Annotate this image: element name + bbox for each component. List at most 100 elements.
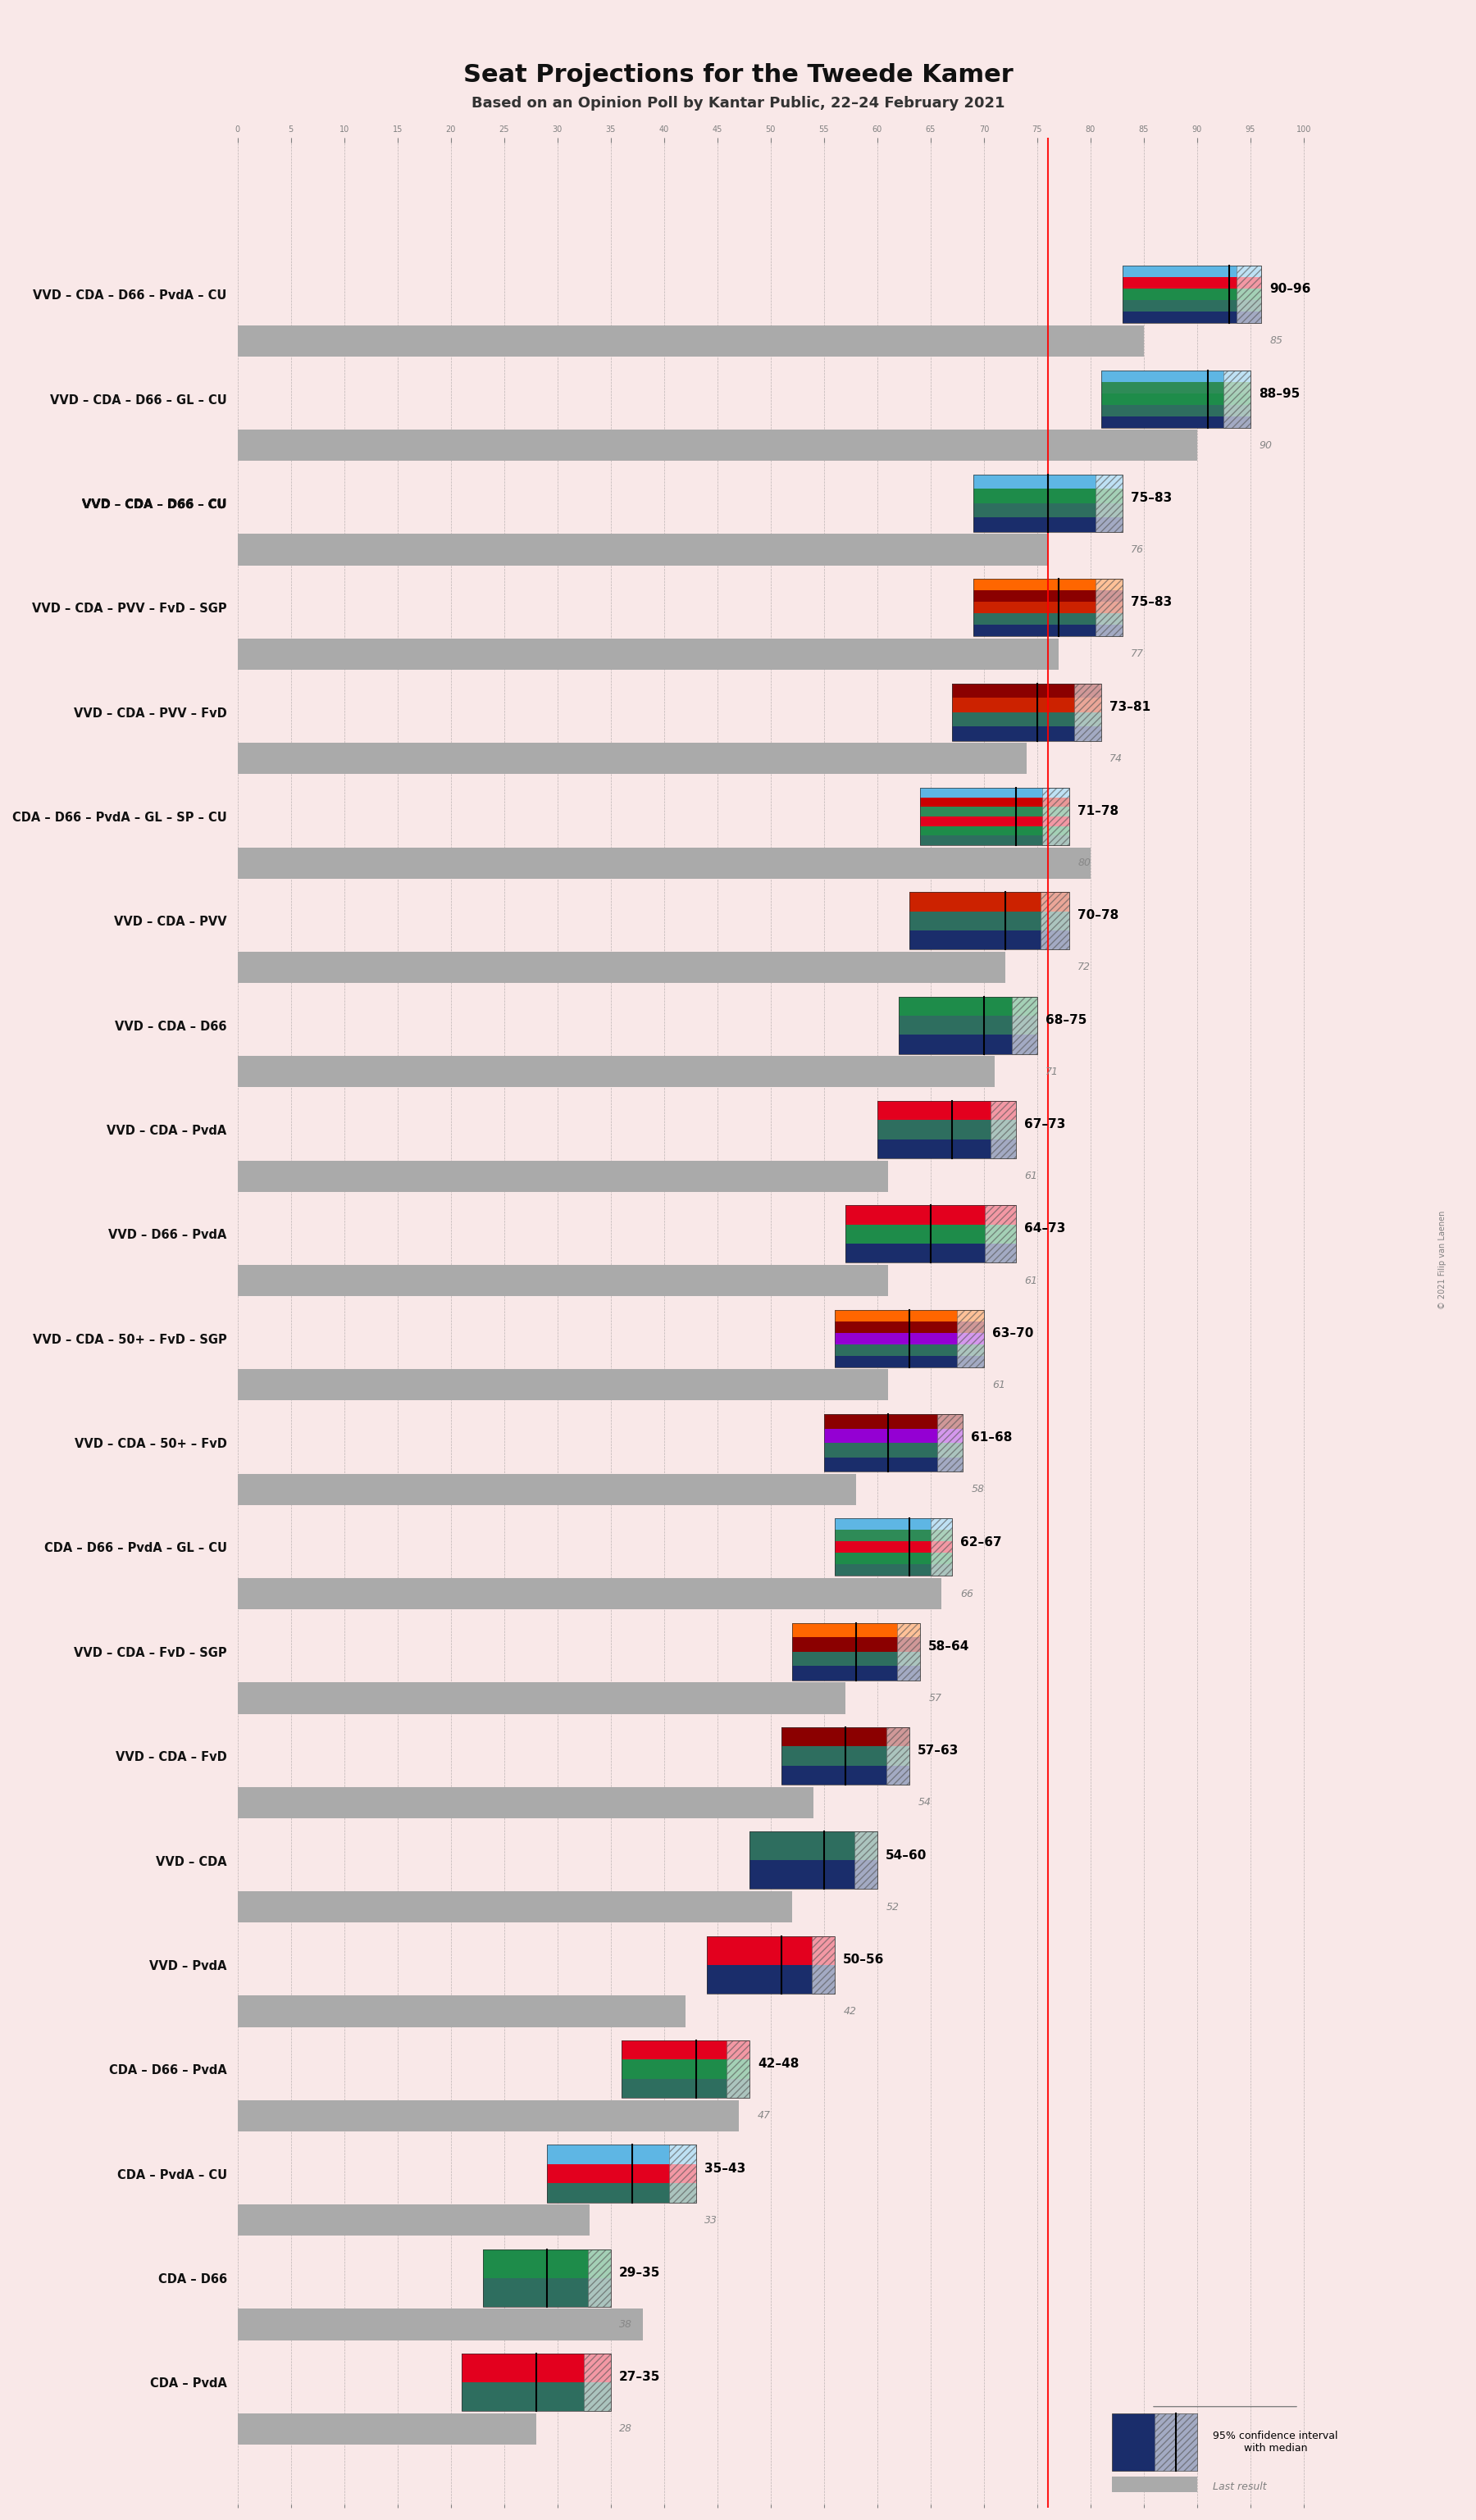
Bar	[546, 2182, 697, 2202]
Text: 62–67: 62–67	[961, 1535, 1002, 1547]
Bar	[793, 1638, 920, 1651]
Text: 50–56: 50–56	[843, 1953, 884, 1966]
Bar	[824, 1414, 962, 1472]
Text: VVD – CDA – PvdA: VVD – CDA – PvdA	[106, 1124, 227, 1137]
Text: 85: 85	[1269, 335, 1283, 345]
Bar	[1101, 406, 1250, 416]
Bar	[834, 1542, 952, 1552]
Bar	[846, 1225, 1015, 1245]
Bar	[984, 1205, 1015, 1263]
Text: 74: 74	[1110, 753, 1123, 764]
Bar	[238, 2414, 536, 2444]
Text: Seat Projections for the Tweede Kamer: Seat Projections for the Tweede Kamer	[463, 63, 1013, 86]
Bar	[1042, 789, 1069, 844]
Bar	[899, 1036, 1038, 1053]
Bar	[952, 683, 1101, 698]
Text: 47: 47	[757, 2109, 770, 2122]
Bar	[834, 1552, 952, 1565]
Text: VVD – CDA – 50+ – FvD – SGP: VVD – CDA – 50+ – FvD – SGP	[32, 1333, 227, 1346]
Text: 61: 61	[1024, 1172, 1038, 1182]
Bar	[834, 1565, 952, 1575]
Text: 57: 57	[928, 1693, 942, 1704]
Text: 54–60: 54–60	[886, 1850, 927, 1862]
Bar	[238, 431, 1197, 461]
Bar	[846, 1205, 1015, 1225]
Bar	[793, 1666, 920, 1681]
Text: CDA – D66 – PvdA – GL – SP – CU: CDA – D66 – PvdA – GL – SP – CU	[12, 811, 227, 824]
Text: 71–78: 71–78	[1077, 804, 1119, 816]
Text: 57–63: 57–63	[918, 1744, 959, 1756]
Bar	[1123, 265, 1261, 323]
Bar	[834, 1520, 952, 1575]
Bar	[897, 1623, 920, 1681]
Bar	[238, 1683, 846, 1714]
Text: © 2021 Filip van Laenen: © 2021 Filip van Laenen	[1438, 1210, 1446, 1310]
Bar	[1095, 474, 1123, 532]
Text: 58: 58	[971, 1484, 984, 1494]
Text: 73–81: 73–81	[1110, 701, 1151, 713]
Bar	[920, 816, 1069, 827]
Bar	[1101, 381, 1250, 393]
Bar	[1013, 995, 1038, 1053]
Bar	[973, 489, 1123, 504]
Bar	[877, 1119, 1015, 1139]
Text: 28: 28	[620, 2424, 632, 2434]
Text: 88–95: 88–95	[1259, 388, 1300, 401]
Bar	[793, 1651, 920, 1666]
Bar	[238, 1890, 793, 1923]
Text: 72: 72	[1077, 963, 1091, 973]
Bar	[238, 847, 1091, 879]
Bar	[587, 2250, 611, 2306]
Text: VVD – CDA – D66 – PvdA – CU: VVD – CDA – D66 – PvdA – CU	[32, 290, 227, 302]
Bar	[834, 1343, 984, 1356]
Bar	[238, 534, 1048, 564]
Bar	[952, 726, 1101, 741]
Bar	[909, 892, 1069, 912]
Bar	[909, 912, 1069, 930]
Bar	[834, 1530, 952, 1542]
Bar	[952, 683, 1101, 741]
Bar	[990, 1101, 1015, 1159]
Bar	[1111, 2414, 1197, 2472]
Bar	[483, 2250, 611, 2278]
Text: 90–96: 90–96	[1269, 282, 1311, 295]
Text: 66: 66	[961, 1588, 974, 1600]
Bar	[707, 1966, 834, 1993]
Bar	[621, 2041, 750, 2099]
Text: VVD – CDA – PVV – FvD: VVD – CDA – PVV – FvD	[74, 708, 227, 721]
Bar	[621, 2041, 750, 2059]
Text: 80: 80	[1077, 857, 1091, 869]
Bar	[834, 1356, 984, 1368]
Bar	[909, 892, 1069, 950]
Bar	[973, 504, 1123, 517]
Text: 42: 42	[843, 2006, 856, 2016]
Text: CDA – D66: CDA – D66	[158, 2273, 227, 2286]
Bar	[952, 713, 1101, 726]
Bar	[238, 1056, 995, 1086]
Bar	[973, 517, 1123, 532]
Bar	[707, 1935, 834, 1966]
Text: VVD – CDA – D66 – GL – CU: VVD – CDA – D66 – GL – CU	[50, 393, 227, 406]
Bar	[824, 1414, 962, 1429]
Bar	[238, 1996, 685, 2026]
Bar	[546, 2145, 697, 2165]
Bar	[546, 2145, 697, 2202]
Text: 61: 61	[992, 1378, 1005, 1391]
Bar	[877, 1139, 1015, 1159]
Text: CDA – PvdA: CDA – PvdA	[151, 2376, 227, 2389]
Bar	[973, 580, 1123, 590]
Bar	[462, 2381, 611, 2412]
Bar	[1123, 290, 1261, 300]
Bar	[973, 474, 1123, 532]
Text: CDA – D66 – PvdA: CDA – D66 – PvdA	[109, 2064, 227, 2076]
Bar	[1123, 300, 1261, 312]
Text: VVD – CDA – PVV – FvD – SGP: VVD – CDA – PVV – FvD – SGP	[32, 602, 227, 615]
Text: 95% confidence interval
with median: 95% confidence interval with median	[1213, 2429, 1339, 2454]
Bar	[238, 1159, 889, 1192]
Bar	[238, 1368, 889, 1401]
Bar	[750, 1832, 877, 1860]
Bar	[238, 1787, 813, 1817]
Bar	[584, 2354, 611, 2412]
Text: VVD – CDA – FvD – SGP: VVD – CDA – FvD – SGP	[74, 1646, 227, 1658]
Text: 33: 33	[704, 2215, 717, 2225]
